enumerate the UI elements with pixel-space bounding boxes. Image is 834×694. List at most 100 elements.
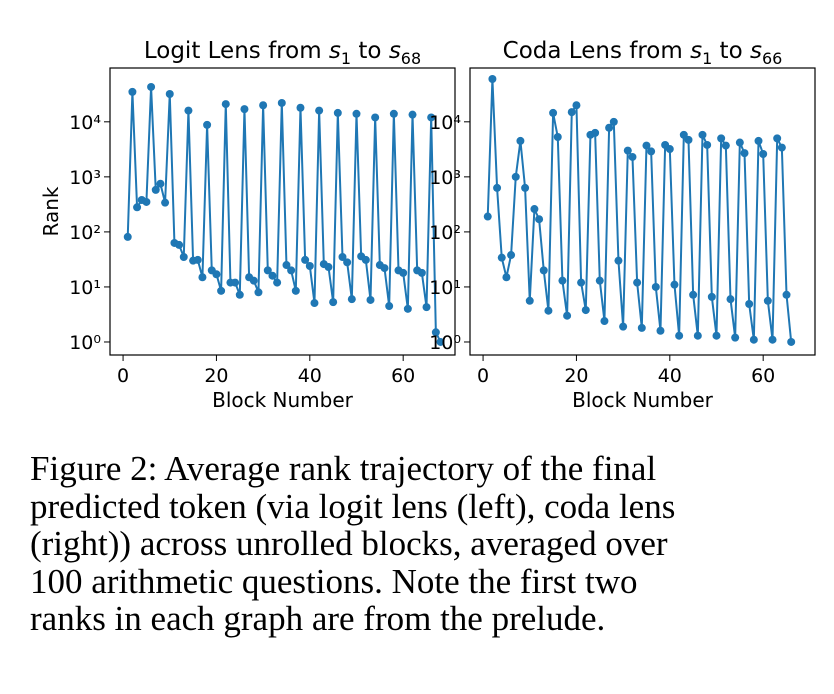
data-point [417, 268, 426, 277]
data-point [665, 145, 674, 154]
caption-line: (right)) across unrolled blocks, average… [30, 524, 668, 563]
data-point [726, 295, 735, 304]
data-point [366, 295, 375, 304]
data-point [147, 82, 156, 91]
data-point [184, 106, 193, 115]
data-point [507, 251, 516, 260]
data-point [749, 335, 758, 344]
data-point [525, 296, 534, 305]
data-point [595, 276, 604, 285]
y-tick-label: 10⁴ [69, 112, 101, 134]
y-tick-label: 10³ [69, 167, 101, 189]
data-point [670, 280, 679, 289]
data-point [329, 298, 338, 307]
data-point [408, 110, 417, 119]
data-point [511, 172, 520, 181]
data-point [259, 101, 268, 110]
data-point [787, 337, 796, 346]
data-point [156, 179, 165, 188]
data-point [721, 141, 730, 150]
plot-frame [469, 67, 816, 356]
data-point [296, 103, 305, 112]
data-point [343, 258, 352, 267]
data-point [642, 141, 651, 150]
data-point [436, 337, 445, 346]
data-point [619, 322, 628, 331]
data-point [605, 123, 614, 132]
data-point [567, 108, 576, 117]
data-point [338, 252, 347, 261]
data-point [731, 333, 740, 342]
data-point [133, 203, 142, 212]
data-point [628, 152, 637, 161]
data-point [287, 266, 296, 275]
data-point [740, 149, 749, 158]
data-point [161, 198, 170, 207]
data-point [497, 253, 506, 262]
caption-line: predicted token (via logit lens (left), … [30, 486, 676, 526]
data-point [305, 262, 314, 271]
data-point [656, 326, 665, 335]
data-point [128, 87, 137, 96]
data-point [633, 278, 642, 287]
data-point [591, 128, 600, 137]
title-part: 1 [702, 49, 712, 68]
data-point [600, 317, 609, 326]
data-point [240, 105, 249, 114]
y-tick-label: 10¹ [69, 277, 101, 299]
data-point [614, 256, 623, 265]
y-tick-label: 10⁰ [429, 332, 461, 354]
title-part: s [389, 38, 401, 64]
data-point [324, 263, 333, 272]
x-tick-label: 40 [658, 365, 682, 387]
data-point [735, 138, 744, 147]
data-point [689, 290, 698, 299]
data-point [235, 290, 244, 299]
data-point [521, 183, 530, 192]
data-point [231, 278, 240, 287]
data-point [310, 299, 319, 308]
data-point [385, 302, 394, 311]
data-point [268, 271, 277, 280]
data-point [759, 150, 768, 159]
data-point [623, 146, 632, 155]
data-point [380, 264, 389, 273]
x-tick-label: 0 [477, 365, 489, 387]
data-point [549, 108, 558, 117]
data-point [212, 270, 221, 279]
data-point [679, 130, 688, 139]
data-point [333, 108, 342, 117]
data-point [193, 255, 202, 264]
data-point [422, 303, 431, 312]
data-point [703, 140, 712, 149]
data-point [493, 183, 502, 192]
data-point [768, 335, 777, 344]
data-point [609, 117, 618, 126]
data-point [165, 90, 174, 99]
data-point [277, 98, 286, 107]
data-point [777, 143, 786, 152]
data-point [198, 273, 207, 282]
data-point [371, 113, 380, 122]
figure: Logit Lens from s1 to s6810⁰10¹10²10³10⁴… [39, 38, 816, 412]
data-point [352, 109, 361, 118]
data-point [563, 311, 572, 320]
data-point [291, 286, 300, 295]
chart-title: Logit Lens from s1 to s68 [144, 38, 421, 68]
data-point [254, 288, 263, 297]
data-point [315, 106, 324, 115]
data-point [647, 147, 656, 156]
data-point [745, 299, 754, 308]
y-tick-label: 10⁰ [69, 332, 101, 354]
data-point [651, 282, 660, 291]
data-point [712, 331, 721, 340]
data-point [577, 278, 586, 287]
data-point [399, 268, 408, 277]
data-point [707, 292, 716, 301]
y-tick-label: 10⁴ [429, 112, 461, 134]
y-axis-label: Rank [39, 186, 63, 236]
data-point [403, 304, 412, 313]
x-axis-label: Block Number [212, 388, 354, 412]
data-point [175, 240, 184, 249]
data-point [427, 113, 436, 122]
